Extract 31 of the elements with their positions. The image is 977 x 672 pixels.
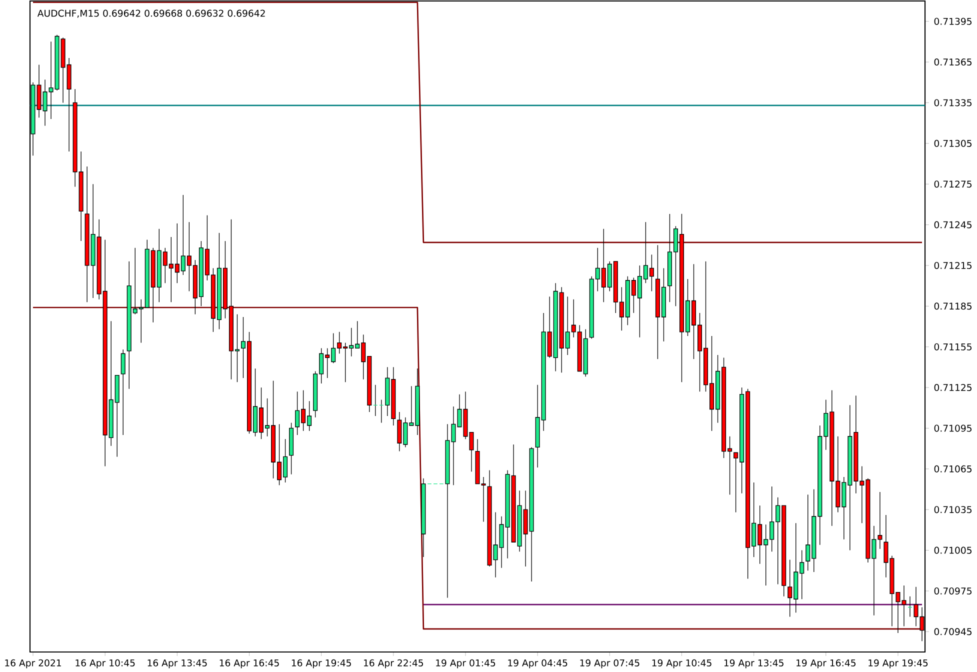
candlestick xyxy=(120,349,126,436)
x-tick-label: 19 Apr 13:45 xyxy=(724,659,784,668)
x-tick-label: 19 Apr 04:45 xyxy=(508,659,568,668)
y-tick-label: 0.71095 xyxy=(934,424,972,432)
y-tick-label: 0.71335 xyxy=(934,99,972,106)
x-tick-label: 19 Apr 19:45 xyxy=(868,659,928,668)
text: AUDCHF,M15 0.69642 0.69668 0.69632 0.69642 xyxy=(37,10,265,18)
x-tick-label: 16 Apr 16:45 xyxy=(220,659,279,668)
x-tick-label: 19 Apr 01:45 xyxy=(436,659,496,668)
y-tick-label: 0.71275 xyxy=(934,180,972,188)
x-tick-label: 19 Apr 16:45 xyxy=(796,659,856,668)
y-tick-label: 0.71365 xyxy=(934,58,972,66)
x-tick-label: 16 Apr 2021 xyxy=(5,659,61,668)
x-tick-label: 16 Apr 22:45 xyxy=(364,659,424,668)
x-tick-label: 16 Apr 13:45 xyxy=(148,659,207,668)
x-tick-label: 19 Apr 10:45 xyxy=(652,659,712,668)
y-tick-label: 0.71215 xyxy=(934,262,972,269)
y-tick-label: 0.71395 xyxy=(934,18,972,25)
y-tick-label: 0.71305 xyxy=(934,140,972,147)
y-tick-label: 0.71035 xyxy=(934,506,972,514)
y-tick-label: 0.70975 xyxy=(934,587,972,594)
y-tick-label: 0.70945 xyxy=(934,628,972,636)
y-tick-label: 0.71125 xyxy=(934,384,972,392)
x-tick-label: 16 Apr 10:45 xyxy=(76,659,135,668)
y-tick-label: 0.71005 xyxy=(934,546,972,554)
x-tick-label: 16 Apr 19:45 xyxy=(292,659,351,668)
y-tick-label: 0.71245 xyxy=(934,221,972,228)
y-tick-label: 0.71065 xyxy=(934,465,972,472)
y-tick-label: 0.71185 xyxy=(934,302,972,310)
y-tick-label: 0.71155 xyxy=(934,343,972,350)
x-tick-label: 19 Apr 07:45 xyxy=(580,659,640,668)
